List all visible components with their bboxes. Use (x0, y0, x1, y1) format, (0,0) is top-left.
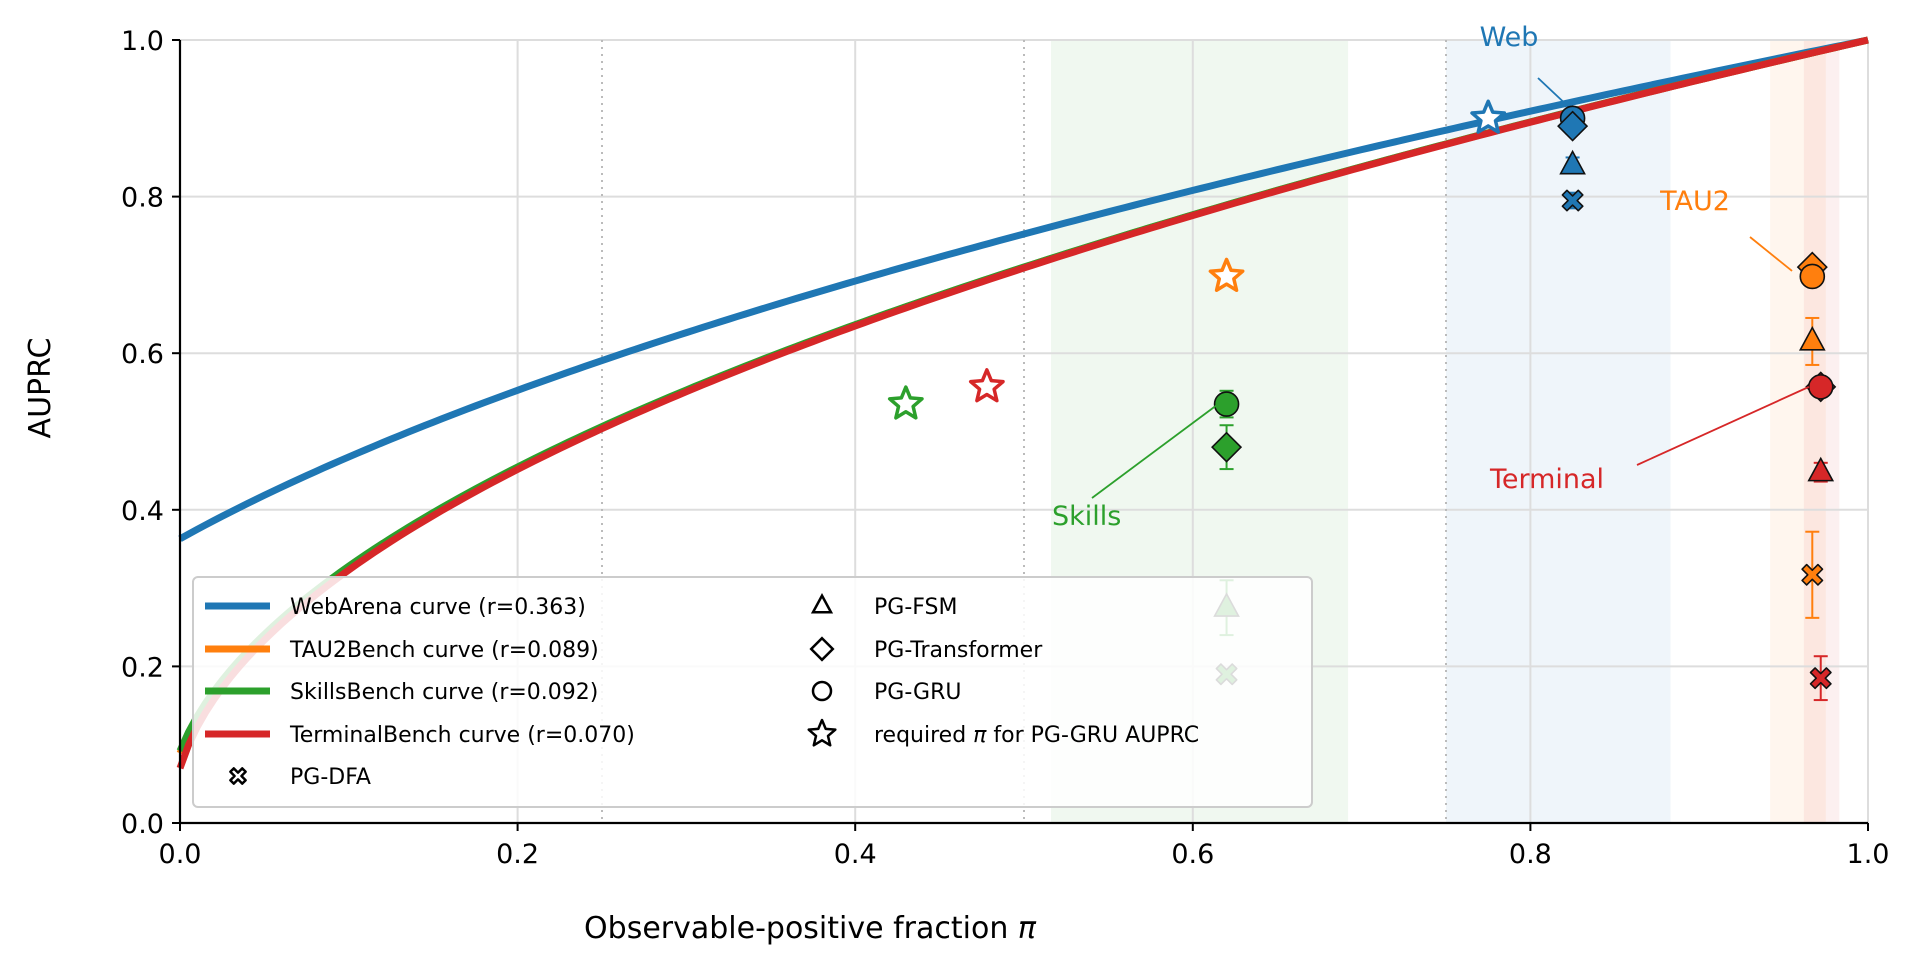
annotations: Web TAU2 Skills Terminal (1052, 22, 1810, 532)
terminal-annotation-arrow (1636, 386, 1810, 466)
terminal-curve (176, 36, 1869, 770)
legend-diamond-label: PG-Transformer (874, 638, 1043, 663)
skills-annotation-label: Skills (1052, 501, 1121, 532)
y-tick-label: 0.2 (121, 652, 164, 683)
axes: 0.0 0.2 0.4 0.6 0.8 1.0 0.0 0.2 0.4 0.6 0.8 1.0 (121, 26, 1889, 870)
terminal-legend-label: TerminalBench curve (r=0.070) (289, 723, 635, 748)
legend-triangle-label: PG-FSM (874, 595, 957, 620)
tau2-band (1770, 40, 1826, 823)
legend-circle-marker (811, 680, 833, 702)
x-tick-label: 0.2 (496, 839, 539, 870)
legend-triangle-marker (810, 593, 834, 614)
tau2-legend-label: TAU2Bench curve (r=0.089) (289, 638, 599, 663)
terminal-band (1803, 40, 1840, 823)
legend-box (192, 576, 1313, 808)
terminal-circle-marker (1807, 374, 1834, 400)
legend-diamond-marker (809, 636, 835, 662)
y-tick-label: 0.0 (121, 809, 164, 840)
legend-star-label-symbol: π (973, 723, 987, 748)
x-axis-label: Observable-positive fraction π (584, 911, 1037, 946)
web-diamond-marker (1557, 110, 1589, 142)
y-tick-label: 0.6 (121, 339, 164, 370)
legend-x-label: PG-DFA (290, 765, 371, 790)
terminal-required-pi-star (968, 368, 1005, 403)
terminal-x-marker (1809, 667, 1832, 690)
x-tick-label: 0.4 (834, 839, 877, 870)
legend-star-label: required π for PG-GRU AUPRC (874, 723, 1199, 748)
legend-star-label-prefix: required (874, 723, 973, 748)
skills-required-pi-star (887, 385, 924, 420)
y-tick-label: 0.8 (121, 183, 164, 214)
web-annotation-arrow (1537, 77, 1565, 104)
legend-star-marker (807, 718, 837, 747)
y-axis-label: AUPRC (23, 338, 58, 439)
tau2-annotation-arrow (1749, 236, 1793, 272)
legend: WebArena curve (r=0.363) TAU2Bench curve … (192, 576, 1313, 808)
model-curves (176, 36, 1869, 770)
x-tick-label: 0.6 (1171, 839, 1214, 870)
tau2-x-marker (1801, 563, 1824, 586)
legend-circle-label: PG-GRU (874, 680, 962, 705)
x-tick-label: 1.0 (1847, 839, 1890, 870)
legend-star-label-suffix: for PG-GRU AUPRC (986, 723, 1199, 748)
tau2-annotation-label: TAU2 (1659, 186, 1730, 217)
skills-annotation-arrow (1091, 403, 1219, 499)
skills-legend-label: SkillsBench curve (r=0.092) (290, 680, 598, 705)
y-tick-label: 0.4 (121, 496, 164, 527)
skills-diamond-marker (1211, 431, 1243, 463)
legend-x-marker (229, 767, 247, 785)
tau2-required-pi-star (1208, 257, 1245, 292)
web-annotation-label: Web (1480, 22, 1539, 53)
tau2-circle-marker (1799, 263, 1826, 290)
x-tick-label: 0.8 (1509, 839, 1552, 870)
y-tick-label: 1.0 (121, 26, 164, 57)
terminal-annotation-label: Terminal (1489, 464, 1604, 495)
terminal-triangle-marker (1807, 456, 1835, 482)
web-legend-label: WebArena curve (r=0.363) (290, 595, 586, 620)
web-x-marker (1561, 189, 1584, 212)
web-required-pi-star (1470, 99, 1507, 134)
web-curve (178, 36, 1869, 542)
x-tick-label: 0.0 (159, 839, 202, 870)
web-triangle-marker (1559, 149, 1586, 175)
skills-circle-marker (1213, 391, 1240, 417)
tau2-triangle-marker (1798, 325, 1826, 351)
web-band (1446, 40, 1671, 823)
